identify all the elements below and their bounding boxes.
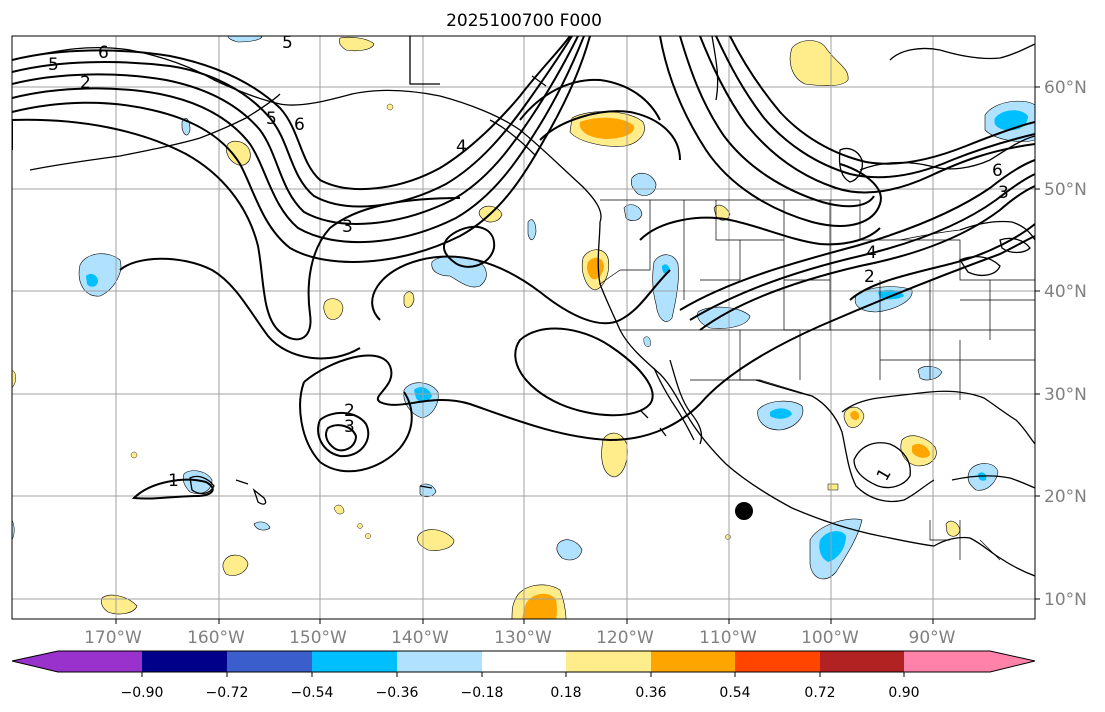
colorbar-segment: [312, 651, 397, 672]
lat-label: 60°N: [1044, 78, 1087, 98]
colorbar-tick-label: 0.72: [804, 685, 835, 701]
lon-label: 140°W: [391, 628, 449, 648]
colorbar-tick-label: −0.90: [121, 685, 164, 701]
colorbar: −0.90 −0.72 −0.54 −0.36 −0.18 0.18 0.36 …: [11, 650, 1036, 701]
contour-label: 1: [168, 471, 179, 491]
lat-label: 30°N: [1044, 385, 1087, 405]
colorbar-segment: [482, 651, 566, 672]
contour-label: 5: [282, 33, 293, 53]
lon-label: 150°W: [289, 628, 347, 648]
colorbar-extend-max: [904, 651, 1035, 672]
colorbar-tick-label: −0.72: [206, 685, 249, 701]
colorbar-tick-label: 0.36: [635, 685, 666, 701]
contour-label: 5: [48, 55, 59, 75]
lat-label: 20°N: [1044, 487, 1087, 507]
colorbar-segment: [227, 651, 312, 672]
contour-label: 6: [992, 161, 1003, 181]
colorbar-tick-label: 0.54: [719, 685, 750, 701]
lon-label: 110°W: [699, 628, 757, 648]
contour-label: 4: [866, 243, 877, 263]
contour-label: 2: [344, 401, 355, 421]
longitude-labels: 170°W 160°W 150°W 140°W 130°W 120°W 110°…: [84, 628, 956, 648]
colorbar-extend-min: [12, 651, 142, 672]
latitude-labels: 60°N 50°N 40°N 30°N 20°N 10°N: [1044, 78, 1087, 610]
colorbar-segment: [397, 651, 482, 672]
colorbar-tick-label: −0.54: [291, 685, 334, 701]
marker-dot: [735, 502, 753, 520]
contour-label: 6: [98, 43, 109, 63]
contour-label: 2: [80, 73, 91, 93]
contour-label: 3: [342, 217, 353, 237]
lon-label: 120°W: [596, 628, 654, 648]
colorbar-tick-label: −0.18: [461, 685, 504, 701]
colorbar-segment: [735, 651, 820, 672]
contour-label: 2: [864, 267, 875, 287]
lon-label: 100°W: [801, 628, 859, 648]
contour-label: 4: [456, 137, 467, 157]
contour-lines: [12, 36, 1035, 500]
map-title: 2025100700 F000: [446, 11, 602, 31]
colorbar-segment: [566, 651, 651, 672]
axis-ticks: [115, 86, 1040, 624]
lon-label: 130°W: [494, 628, 552, 648]
contour-label: 3: [998, 183, 1009, 203]
political-borders: [599, 199, 1035, 561]
contour-label: 3: [344, 417, 355, 437]
lon-label: 170°W: [84, 628, 142, 648]
lon-label: 160°W: [187, 628, 245, 648]
colorbar-tick-label: 0.90: [888, 685, 919, 701]
colorbar-tick-label: −0.36: [376, 685, 419, 701]
contour-label: 6: [294, 115, 305, 135]
lat-label: 10°N: [1044, 590, 1087, 610]
colorbar-tick-label: 0.18: [550, 685, 581, 701]
lat-label: 50°N: [1044, 180, 1087, 200]
colorbar-segment: [142, 651, 227, 672]
colorbar-segment: [820, 651, 904, 672]
contour-label: 5: [266, 109, 277, 129]
lat-label: 40°N: [1044, 282, 1087, 302]
lon-label: 90°W: [909, 628, 956, 648]
colorbar-segment: [651, 651, 735, 672]
